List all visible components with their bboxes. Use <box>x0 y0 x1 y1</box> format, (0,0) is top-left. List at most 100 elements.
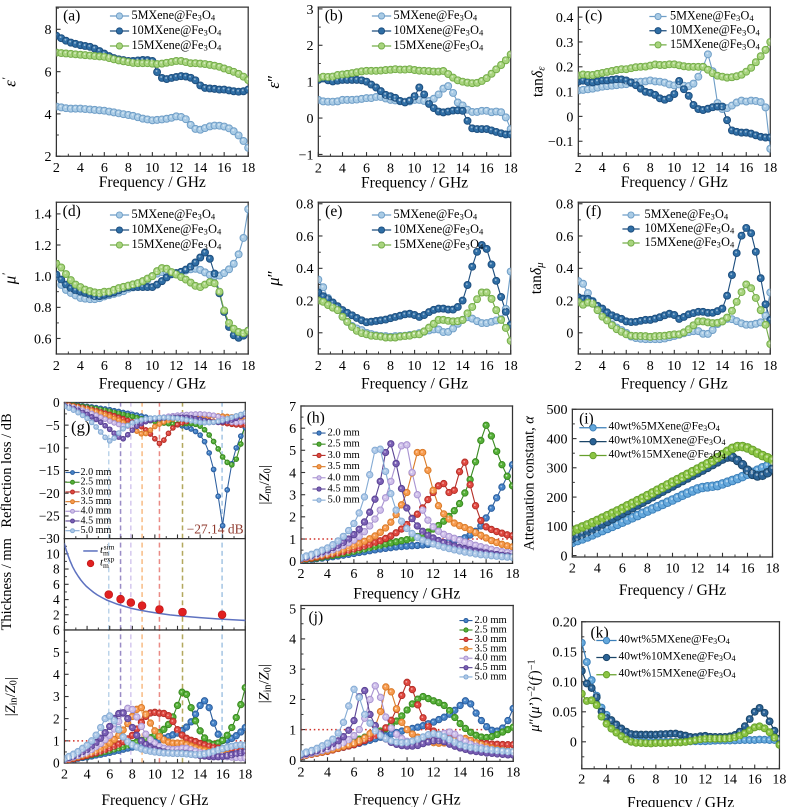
svg-text:−30: −30 <box>39 531 60 546</box>
svg-text:0.15: 0.15 <box>552 646 577 661</box>
svg-text:18: 18 <box>765 561 779 576</box>
svg-text:Frequency / GHz: Frequency / GHz <box>354 792 461 807</box>
svg-text:0: 0 <box>53 756 60 771</box>
svg-text:10: 10 <box>408 359 422 374</box>
svg-text:6: 6 <box>106 767 113 782</box>
svg-text:0.4: 0.4 <box>296 262 314 277</box>
svg-text:4: 4 <box>77 359 84 374</box>
svg-text:0.4: 0.4 <box>556 262 574 277</box>
svg-text:6: 6 <box>350 567 357 582</box>
svg-text:2.0 mm: 2.0 mm <box>328 428 361 439</box>
svg-text:10: 10 <box>667 359 681 374</box>
svg-text:16: 16 <box>739 161 753 176</box>
svg-text:3.0 mm: 3.0 mm <box>475 634 508 645</box>
svg-text:Frequency / GHz: Frequency / GHz <box>627 794 734 807</box>
svg-text:0.20: 0.20 <box>552 616 577 631</box>
svg-text:−10: −10 <box>39 440 60 455</box>
svg-text:14: 14 <box>715 359 729 374</box>
svg-text:10: 10 <box>408 161 422 176</box>
svg-text:2: 2 <box>289 511 296 526</box>
svg-text:−15: −15 <box>39 463 60 478</box>
svg-text:1: 1 <box>289 724 296 739</box>
svg-text:2: 2 <box>575 359 582 374</box>
svg-text:2.0 mm: 2.0 mm <box>80 467 111 478</box>
svg-text:3.0 mm: 3.0 mm <box>80 486 111 497</box>
svg-text:−25: −25 <box>39 509 60 524</box>
svg-text:6: 6 <box>45 65 52 80</box>
svg-text:(c): (c) <box>585 8 602 25</box>
svg-text:5 M X e n e @ F e O 3 4: 5 M X e n e @ F e O 3 4 <box>645 198 730 225</box>
svg-text:Frequency / GHz: Frequency / GHz <box>361 174 468 191</box>
svg-text:12: 12 <box>698 772 712 787</box>
svg-text:6: 6 <box>53 577 60 592</box>
svg-text:4.0 mm: 4.0 mm <box>475 653 508 664</box>
svg-text:(k): (k) <box>591 624 609 641</box>
svg-text:6: 6 <box>623 359 630 374</box>
svg-text:8: 8 <box>129 767 136 782</box>
svg-text:Frequency / GHz: Frequency / GHz <box>621 174 728 191</box>
svg-text:5 M X e n e @ F e O 3 4: 5 M X e n e @ F e O 3 4 <box>670 0 755 26</box>
svg-text:1 0 M X e n e @ F e O 3 4: 1 0 M X e n e @ F e O 3 4 <box>394 213 485 240</box>
svg-text:12: 12 <box>426 567 440 582</box>
svg-text:| / | Z Z m 0: | / | Z Z m 0 <box>249 460 276 505</box>
svg-text:(h): (h) <box>307 409 325 426</box>
svg-text:18: 18 <box>772 772 786 787</box>
svg-text:6: 6 <box>289 422 296 437</box>
svg-text:0: 0 <box>289 555 296 570</box>
svg-text:300: 300 <box>547 462 568 477</box>
svg-text:8: 8 <box>53 562 60 577</box>
svg-text:4 0 w t % 1 5 M X e n e @ F e: 4 0 w t % 1 5 M X e n e @ F e O 3 4 <box>609 437 728 464</box>
svg-text:Frequency / GHz: Frequency / GHz <box>361 375 468 392</box>
svg-text:(d): (d) <box>63 203 81 220</box>
svg-text:8: 8 <box>647 161 654 176</box>
svg-text:| / | Z Z i n 0: | / | Z Z i n 0 <box>249 658 276 703</box>
svg-text:Thickness / mm: Thickness / mm <box>0 538 15 630</box>
svg-text:| / | Z Z i n 0: | / | Z Z i n 0 <box>0 671 22 716</box>
svg-text:Frequency / GHz: Frequency / GHz <box>99 174 206 191</box>
svg-text:1 0 M X e n e @ F e O 3 4: 1 0 M X e n e @ F e O 3 4 <box>132 213 223 240</box>
svg-text:1.0: 1.0 <box>34 270 52 285</box>
svg-text:1 0 M X e n e @ F e O 3 4: 1 0 M X e n e @ F e O 3 4 <box>645 212 736 239</box>
svg-text:4: 4 <box>594 561 601 576</box>
svg-text:0.05: 0.05 <box>552 706 577 721</box>
svg-text:0.10: 0.10 <box>552 676 577 691</box>
svg-text:5.0 mm: 5.0 mm <box>80 525 111 536</box>
svg-text:3.5 mm: 3.5 mm <box>328 461 361 472</box>
svg-text:0: 0 <box>53 395 60 410</box>
svg-text:6: 6 <box>101 161 108 176</box>
svg-text:10: 10 <box>148 767 162 782</box>
svg-text:2: 2 <box>315 161 322 176</box>
svg-text:(i): (i) <box>579 410 594 427</box>
svg-text:0.3: 0.3 <box>556 36 574 51</box>
svg-text:0.6: 0.6 <box>34 332 52 347</box>
svg-text:0.8: 0.8 <box>34 301 52 316</box>
svg-text:Frequency / GHz: Frequency / GHz <box>621 375 728 392</box>
svg-text:18: 18 <box>506 766 520 781</box>
svg-text:1 5 M X e n e @ F e O 3 4: 1 5 M X e n e @ F e O 3 4 <box>394 228 485 255</box>
svg-text:μ μ f ″ ( ’ ) ( ) − 2 − 1: μ μ f ″ ( ’ ) ( ) − 2 − 1 <box>514 659 543 733</box>
svg-text:8: 8 <box>377 567 384 582</box>
svg-text:−0.1: −0.1 <box>548 135 573 150</box>
svg-text:1 0 M X e n e @ F e O 3 4: 1 0 M X e n e @ F e O 3 4 <box>670 14 761 41</box>
svg-text:0: 0 <box>307 327 314 342</box>
svg-text:ε ′: ε ′ <box>0 75 20 87</box>
svg-text:Frequency / GHz: Frequency / GHz <box>99 375 206 392</box>
svg-text:0: 0 <box>566 110 573 125</box>
svg-text:12: 12 <box>170 767 184 782</box>
svg-text:18: 18 <box>505 567 519 582</box>
svg-text:μ ″: μ ″ <box>259 270 284 287</box>
svg-text:0.1: 0.1 <box>556 85 574 100</box>
svg-text:4: 4 <box>289 466 296 481</box>
svg-text:14: 14 <box>193 767 207 782</box>
svg-text:t a n δ ε: t a n δ ε <box>522 65 547 97</box>
svg-text:0: 0 <box>570 736 577 751</box>
svg-text:8: 8 <box>377 766 384 781</box>
svg-text:(a): (a) <box>63 8 80 25</box>
svg-text:14: 14 <box>723 772 737 787</box>
svg-text:1 5 M X e n e @ F e O 3 4: 1 5 M X e n e @ F e O 3 4 <box>645 226 736 253</box>
svg-text:Frequency / GHz: Frequency / GHz <box>101 792 208 807</box>
svg-text:6: 6 <box>363 359 370 374</box>
svg-text:−5: −5 <box>45 418 60 433</box>
svg-text:6: 6 <box>623 161 630 176</box>
svg-text:Frequency / GHz: Frequency / GHz <box>353 586 460 603</box>
